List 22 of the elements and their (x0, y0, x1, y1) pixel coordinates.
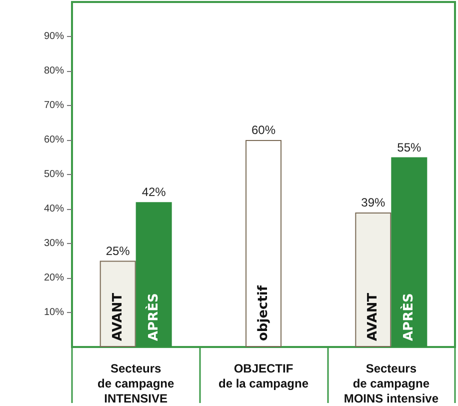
y-tick-label: 80% (44, 66, 64, 76)
y-tick-label: 60% (44, 134, 64, 146)
x-tick-label: Secteurs de campagne INTENSIVE (97, 362, 174, 406)
data-label: 42% (142, 185, 166, 200)
x-tick-label: Secteurs de campagne MOINS intensive (344, 362, 439, 406)
y-tick-label: 50% (44, 169, 64, 180)
y-tick-label: 90% (44, 31, 64, 42)
y-tick-label: 40% (44, 204, 64, 214)
y-tick-label: 70% (44, 100, 64, 111)
data-label: 60% (251, 123, 276, 137)
series-label: APRÈS (144, 293, 162, 341)
y-tick-label: 20% (44, 272, 64, 284)
data-label: 39% (361, 195, 386, 210)
series-label: objectif (256, 285, 271, 341)
y-tick-label: 10% (44, 307, 64, 318)
series-label: AVANT (110, 292, 126, 341)
x-tick-label: OBJECTIF de la campagne (218, 362, 309, 390)
text: AVANT (366, 292, 381, 341)
y-tick-label: 30% (44, 238, 64, 249)
text: APRÈS (402, 293, 417, 341)
data-label: 25% (106, 244, 130, 258)
data-label: 55% (397, 140, 422, 154)
